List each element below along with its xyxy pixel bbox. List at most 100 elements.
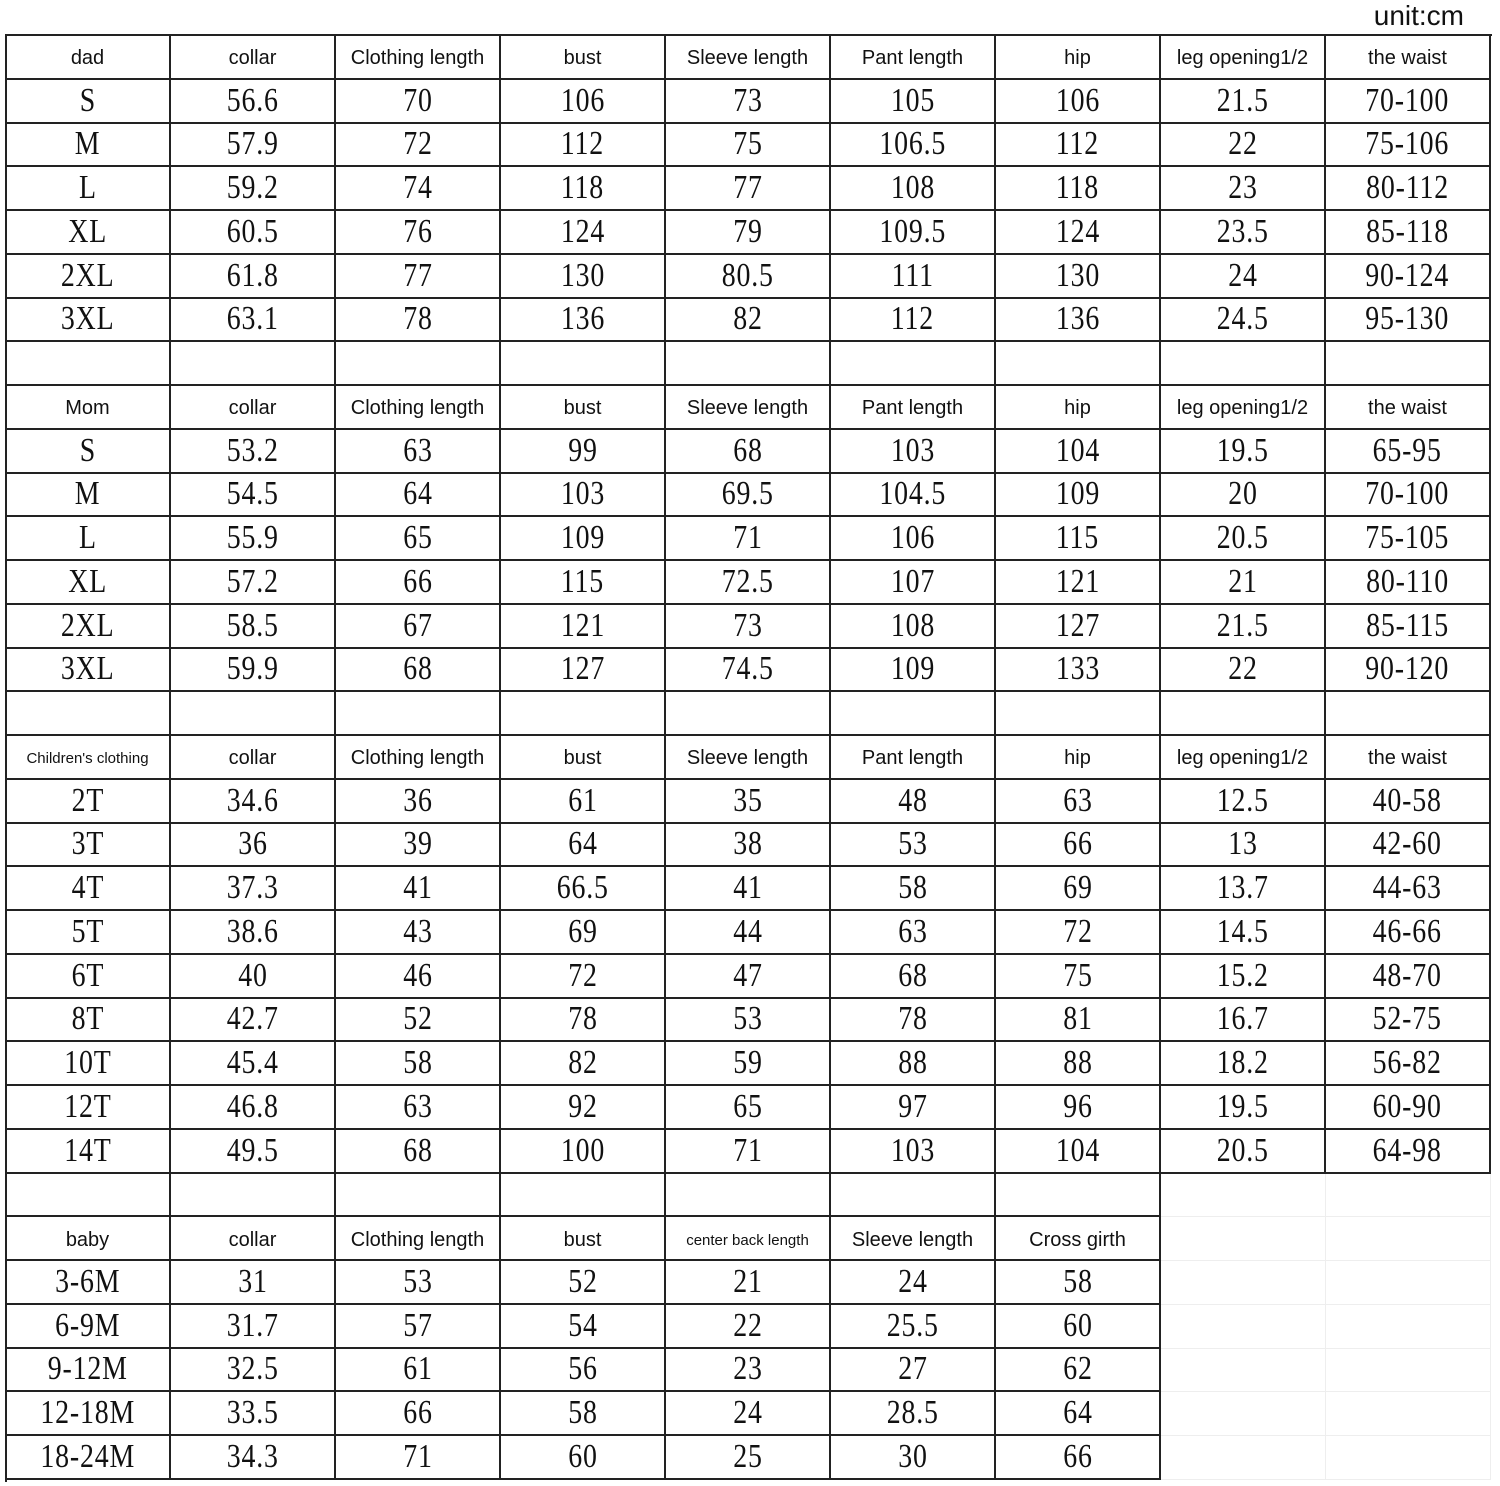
cell-value: 35 — [732, 781, 763, 819]
cell-value: 54.5 — [226, 475, 279, 513]
cell-value: 8T — [71, 1000, 104, 1038]
dad-header-cell: Sleeve length — [666, 36, 831, 80]
dad-size-cell: 3XL — [6, 298, 171, 343]
mom-value-cell: 74.5 — [666, 648, 831, 693]
cell-value: 65-95 — [1372, 431, 1443, 469]
children-value-cell: 103 — [831, 1129, 996, 1174]
mom-value-cell: 109 — [501, 517, 666, 561]
cell-value: 109 — [1055, 475, 1100, 513]
cell-value: 3-6M — [54, 1262, 121, 1300]
children-value-cell: 46.8 — [171, 1086, 336, 1130]
cell-value: 103 — [890, 1131, 935, 1169]
spacer-cell — [996, 1173, 1161, 1218]
cell-value: 14.5 — [1216, 912, 1269, 950]
spacer-cell — [1161, 1173, 1326, 1218]
cell-value: 106 — [1055, 81, 1100, 119]
cell-value: 31.7 — [226, 1306, 279, 1344]
cell-value: 63 — [1062, 781, 1093, 819]
cell-value: 59.9 — [226, 650, 279, 688]
children-size-cell: 12T — [6, 1086, 171, 1130]
dad-value-cell: 21.5 — [1161, 79, 1326, 124]
dad-value-cell: 106 — [501, 79, 666, 124]
dad-header-cell: collar — [171, 36, 336, 80]
cell-value: 121 — [1055, 562, 1100, 600]
cell-value: 104 — [1055, 431, 1100, 469]
baby-header-cell: baby — [6, 1217, 171, 1261]
cell-value: 33.5 — [226, 1394, 279, 1432]
cell-value: 130 — [560, 256, 605, 294]
dad-value-cell: 105 — [831, 79, 996, 124]
cell-value: 85-115 — [1366, 606, 1449, 644]
baby-value-cell: 24 — [666, 1392, 831, 1436]
cell-value: 109 — [890, 650, 935, 688]
mom-value-cell: 85-115 — [1326, 604, 1491, 649]
mom-value-cell: 103 — [831, 429, 996, 474]
cell-value: 44-63 — [1372, 869, 1443, 907]
dad-value-cell: 78 — [336, 298, 501, 343]
cell-value: 58 — [1062, 1262, 1093, 1300]
cell-value: 53.2 — [226, 431, 279, 469]
cell-value: 61.8 — [226, 256, 279, 294]
cell-value: 19.5 — [1216, 1087, 1269, 1125]
cell-value: 54 — [567, 1306, 598, 1344]
cell-value: 58 — [402, 1044, 433, 1082]
dad-header-cell: dad — [6, 36, 171, 80]
children-value-cell: 36 — [171, 823, 336, 868]
dad-value-cell: 106.5 — [831, 123, 996, 168]
baby-size-cell: 18-24M — [6, 1436, 171, 1480]
cell-value: 64 — [1062, 1394, 1093, 1432]
baby-value-cell: 56 — [501, 1348, 666, 1393]
baby-value-cell: 58 — [996, 1261, 1161, 1305]
cell-value: 44 — [732, 912, 763, 950]
cell-value: 23 — [732, 1350, 763, 1388]
cell-value: XL — [68, 562, 107, 600]
dad-value-cell: 75-106 — [1326, 123, 1491, 168]
cell-value: 69 — [567, 912, 598, 950]
children-value-cell: 68 — [336, 1129, 501, 1174]
baby-value-cell: 53 — [336, 1261, 501, 1305]
cell-value: 36 — [237, 825, 268, 863]
spacer-cell — [1161, 342, 1326, 386]
baby-header-cell: collar — [171, 1217, 336, 1261]
children-header-cell: Children's clothing — [6, 736, 171, 780]
cell-value: 107 — [890, 562, 935, 600]
cell-value: 72.5 — [721, 562, 774, 600]
spacer-cell — [501, 342, 666, 386]
cell-value: 28.5 — [886, 1394, 939, 1432]
children-size-cell: 2T — [6, 779, 171, 824]
cell-value: S — [79, 431, 96, 469]
cell-value: 82 — [732, 300, 763, 338]
cell-value: 72 — [1062, 912, 1093, 950]
baby-value-cell: 24 — [831, 1261, 996, 1305]
mom-header-cell: Clothing length — [336, 386, 501, 430]
mom-value-cell: 99 — [501, 429, 666, 474]
cell-value: 59 — [732, 1044, 763, 1082]
children-value-cell: 42.7 — [171, 998, 336, 1043]
dad-value-cell: 124 — [996, 211, 1161, 255]
cell-value: 14T — [63, 1131, 112, 1169]
children-value-cell: 65 — [666, 1086, 831, 1130]
mom-value-cell: 65 — [336, 517, 501, 561]
cell-value: 49.5 — [226, 1131, 279, 1169]
mom-value-cell: 109 — [996, 473, 1161, 518]
spacer-cell — [1161, 692, 1326, 736]
children-value-cell: 12.5 — [1161, 779, 1326, 824]
cell-value: XL — [68, 212, 107, 250]
mom-value-cell: 106 — [831, 517, 996, 561]
cell-value: 118 — [560, 169, 605, 207]
cell-value: 66 — [402, 562, 433, 600]
dad-value-cell: 74 — [336, 167, 501, 211]
children-value-cell: 53 — [831, 823, 996, 868]
dad-value-cell: 85-118 — [1326, 211, 1491, 255]
children-value-cell: 52 — [336, 998, 501, 1043]
cell-value: 9-12M — [47, 1350, 128, 1388]
children-value-cell: 43 — [336, 911, 501, 955]
children-value-cell: 52-75 — [1326, 998, 1491, 1043]
empty-cell — [1326, 1348, 1491, 1393]
spacer-cell — [996, 342, 1161, 386]
cell-value: 42-60 — [1372, 825, 1443, 863]
cell-value: 24 — [1227, 256, 1258, 294]
children-size-cell: 5T — [6, 911, 171, 955]
cell-value: 64-98 — [1372, 1131, 1443, 1169]
children-value-cell: 13 — [1161, 823, 1326, 868]
